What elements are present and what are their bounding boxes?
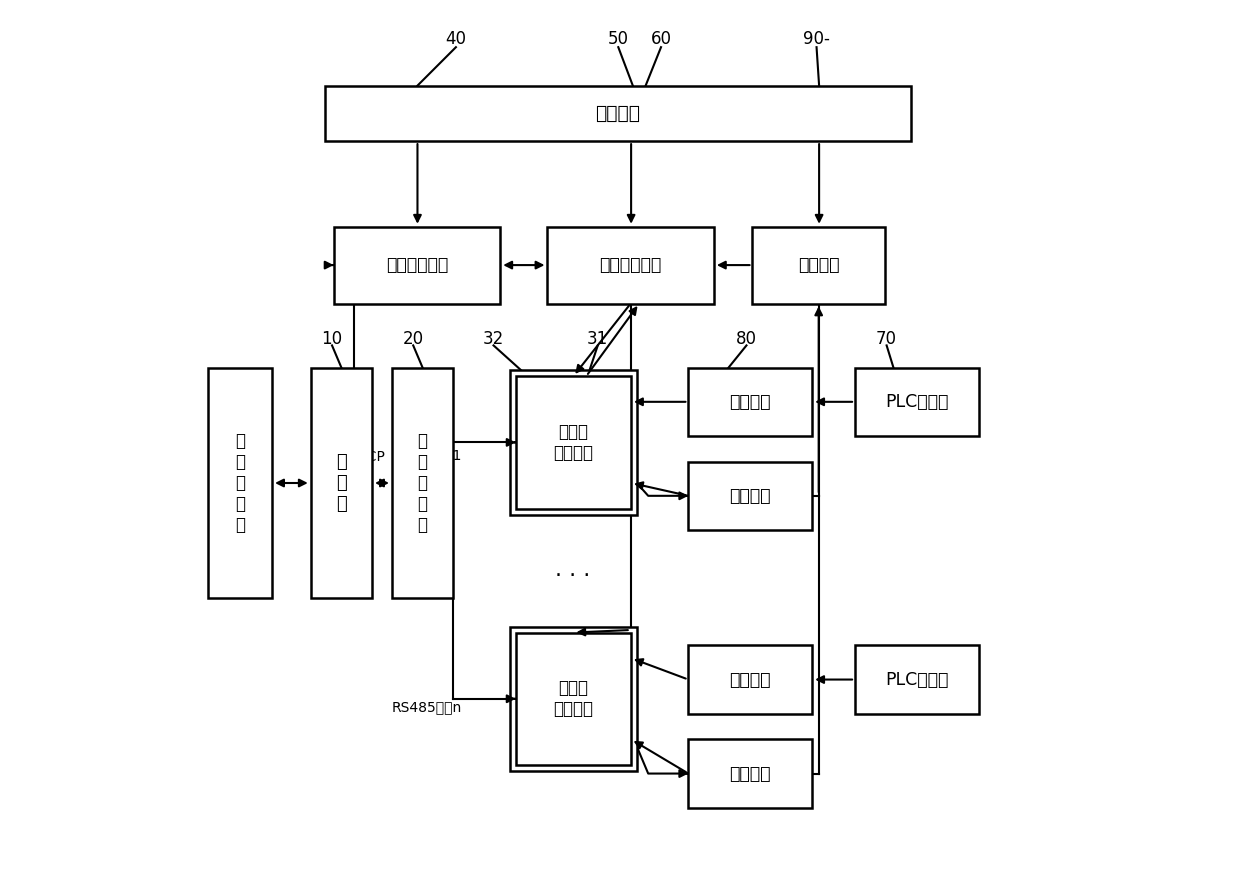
Bar: [510, 371, 637, 514]
Text: 工
控
机: 工 控 机: [336, 453, 347, 513]
Bar: [208, 368, 273, 598]
Bar: [392, 368, 454, 598]
Text: 串
口
服
务
器: 串 口 服 务 器: [418, 433, 428, 534]
Bar: [688, 645, 812, 713]
Text: 10: 10: [321, 330, 342, 348]
Text: 加电单元: 加电单元: [729, 392, 771, 411]
Text: 接线机构: 接线机构: [729, 765, 771, 782]
Text: 电能表
载表托盘: 电能表 载表托盘: [553, 423, 594, 462]
Bar: [688, 461, 812, 530]
Bar: [311, 368, 372, 598]
Text: 32: 32: [482, 330, 505, 348]
Text: TCP: TCP: [360, 449, 386, 464]
Text: 接线机构: 接线机构: [729, 487, 771, 505]
Text: 鼠
标
、
键
盘: 鼠 标 、 键 盘: [236, 433, 246, 534]
Bar: [856, 645, 978, 713]
Bar: [325, 85, 910, 141]
Text: 驱动装置: 驱动装置: [797, 256, 839, 274]
Text: PLC继电器: PLC继电器: [885, 671, 949, 689]
Text: PLC继电器: PLC继电器: [885, 392, 949, 411]
Text: 40: 40: [445, 30, 466, 48]
Text: RS485、表n: RS485、表n: [392, 700, 463, 714]
Bar: [510, 627, 637, 771]
Bar: [688, 368, 812, 436]
Text: RS485、表1: RS485、表1: [392, 448, 463, 462]
Text: 60: 60: [651, 30, 672, 48]
Text: 70: 70: [877, 330, 897, 348]
Text: · · ·: · · ·: [556, 566, 590, 586]
Bar: [334, 227, 501, 303]
Text: 20: 20: [403, 330, 424, 348]
Bar: [547, 227, 714, 303]
Text: 80: 80: [737, 330, 756, 348]
Bar: [753, 227, 885, 303]
Text: 90-: 90-: [804, 30, 830, 48]
Text: 加电单元: 加电单元: [729, 671, 771, 689]
Bar: [856, 368, 978, 436]
Text: 电能表
载表托盘: 电能表 载表托盘: [553, 679, 594, 719]
Text: 图像采集单元: 图像采集单元: [600, 256, 662, 274]
Bar: [516, 376, 631, 508]
Text: 100: 100: [730, 480, 763, 498]
Bar: [516, 632, 631, 765]
Bar: [688, 739, 812, 807]
Text: 50: 50: [608, 30, 629, 48]
Text: 图像处理单元: 图像处理单元: [386, 256, 448, 274]
Text: 31: 31: [588, 330, 609, 348]
Text: 专业光源: 专业光源: [595, 104, 640, 123]
